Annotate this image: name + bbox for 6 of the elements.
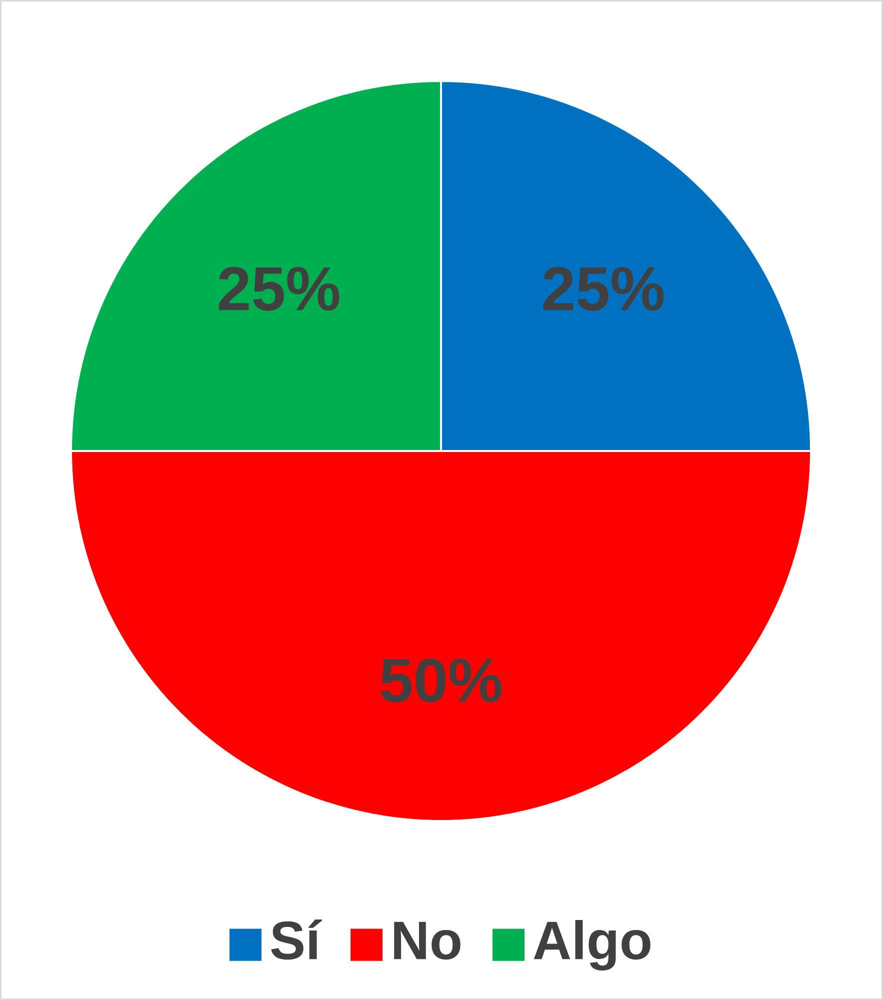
data-label: 50% — [380, 658, 502, 702]
legend-label: Algo — [534, 920, 650, 971]
data-label: 25% — [543, 266, 664, 311]
legend-label: Sí — [271, 919, 322, 960]
legend-label: No — [394, 922, 460, 960]
data-label: 25% — [218, 266, 340, 311]
